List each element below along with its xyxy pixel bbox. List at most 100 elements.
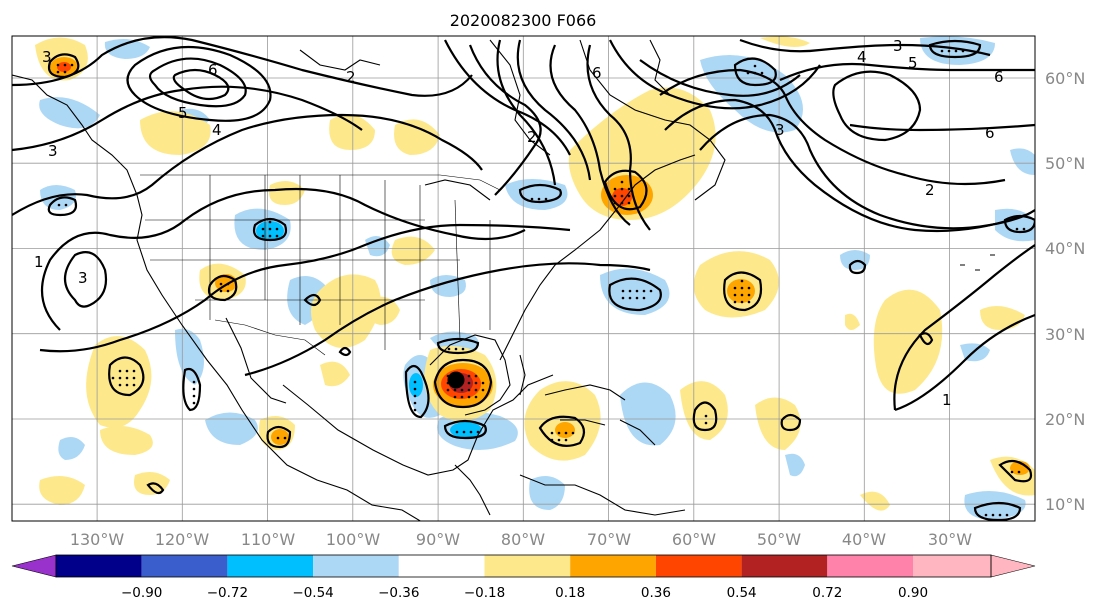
significance-dot [628,289,632,293]
contour-label: 3 [775,121,785,139]
significance-dot [118,383,122,387]
political-borders [140,174,501,356]
significance-dot [413,380,417,384]
lon-label: 100°W [326,530,381,549]
significance-dot [620,194,624,198]
significance-dot [70,63,74,67]
significance-dot [747,286,751,290]
significance-dot [219,289,223,293]
significance-dot [635,296,639,300]
significance-dot [620,201,624,205]
significance-dot [261,234,265,238]
significance-dot [998,513,1002,517]
lat-label: 40°N [1045,239,1085,258]
significance-dot [63,70,67,74]
significance-dot [192,394,196,398]
significance-dot [413,408,417,412]
significance-dot [747,300,751,304]
map-panel: 3 6 2 5 4 3 1 3 2 6 3 4 5 6 6 2 1 3 [12,36,1035,521]
colorbar [11,554,1036,578]
significance-dot [469,430,473,434]
significance-dot [453,395,457,399]
significance-dot [740,300,744,304]
significance-dot [461,347,465,351]
significance-dot [413,394,417,398]
significance-dot [467,395,471,399]
colorbar-segment [484,555,571,577]
significance-dot [1017,470,1021,474]
significance-dot [460,395,464,399]
significance-dot [111,376,115,380]
significance-dot [704,421,708,425]
lat-label: 10°N [1045,495,1085,514]
significance-dot [642,296,646,300]
significance-dot [760,71,764,75]
significance-dot [627,194,631,198]
significance-dot [740,279,744,283]
significance-dot [530,197,534,201]
significance-dot [268,234,272,238]
colorbar-label: 0.90 [898,585,928,601]
significance-dot [537,197,541,201]
significance-dot [57,203,61,207]
significance-dot [226,289,230,293]
lat-label: 30°N [1045,325,1085,344]
colorbar-label: −0.54 [292,585,333,601]
lon-label: 90°W [416,530,460,549]
map-title: 2020082300 F066 [450,11,597,30]
colorbar-label: −0.72 [207,585,248,601]
lat-lon-grid [12,36,1035,521]
significance-dot [447,347,451,351]
significance-dot [627,187,631,191]
significance-dot [557,431,561,435]
significance-dot [476,430,480,434]
contour-label: 5 [178,104,188,122]
lon-label: 30°W [928,530,972,549]
contour-label: 2 [925,181,935,199]
contour-label: 1 [942,391,952,409]
significance-dot [454,347,458,351]
significance-dot [56,63,60,67]
significance-dot [1015,227,1019,231]
significance-dot [1010,470,1014,474]
significance-dot [261,227,265,231]
significance-dot [474,374,478,378]
significance-dot [544,197,548,201]
colorbar-segment [827,555,913,577]
contour-labels: 3 6 2 5 4 3 1 3 2 6 3 4 5 6 6 2 1 3 [34,37,1004,409]
lon-label: 120°W [155,530,210,549]
significance-dot [460,388,464,392]
significance-dot [704,414,708,418]
colorbar-segment [655,555,742,577]
significance-dot [1005,513,1009,517]
significance-dot [642,289,646,293]
contour-label: 1 [34,253,44,271]
colorbar-segment [741,555,828,577]
significance-dot [132,376,136,380]
lon-label: 70°W [587,530,631,549]
significance-dot [192,387,196,391]
significance-dot [446,388,450,392]
significance-dot [564,438,568,442]
significance-dot [635,289,639,293]
significance-dot [219,282,223,286]
colorbar-label: 0.36 [641,585,671,601]
significance-dot [613,194,617,198]
significance-dot [557,438,561,442]
contour-label: 5 [908,54,918,72]
contour-label: 4 [857,48,867,66]
colorbar-label: 0.54 [727,585,757,601]
significance-dot [481,388,485,392]
significance-dot [481,381,485,385]
significance-dot [628,296,632,300]
significance-dot [753,64,757,68]
contour-label: 6 [208,61,218,79]
contour-label: 4 [212,121,222,139]
significance-dot [747,293,751,297]
significance-dot [621,296,625,300]
significance-dot [118,376,122,380]
significance-dot [620,180,624,184]
contour-label: 2 [527,128,537,146]
significance-dot [413,387,417,391]
contour-label: 6 [985,124,995,142]
